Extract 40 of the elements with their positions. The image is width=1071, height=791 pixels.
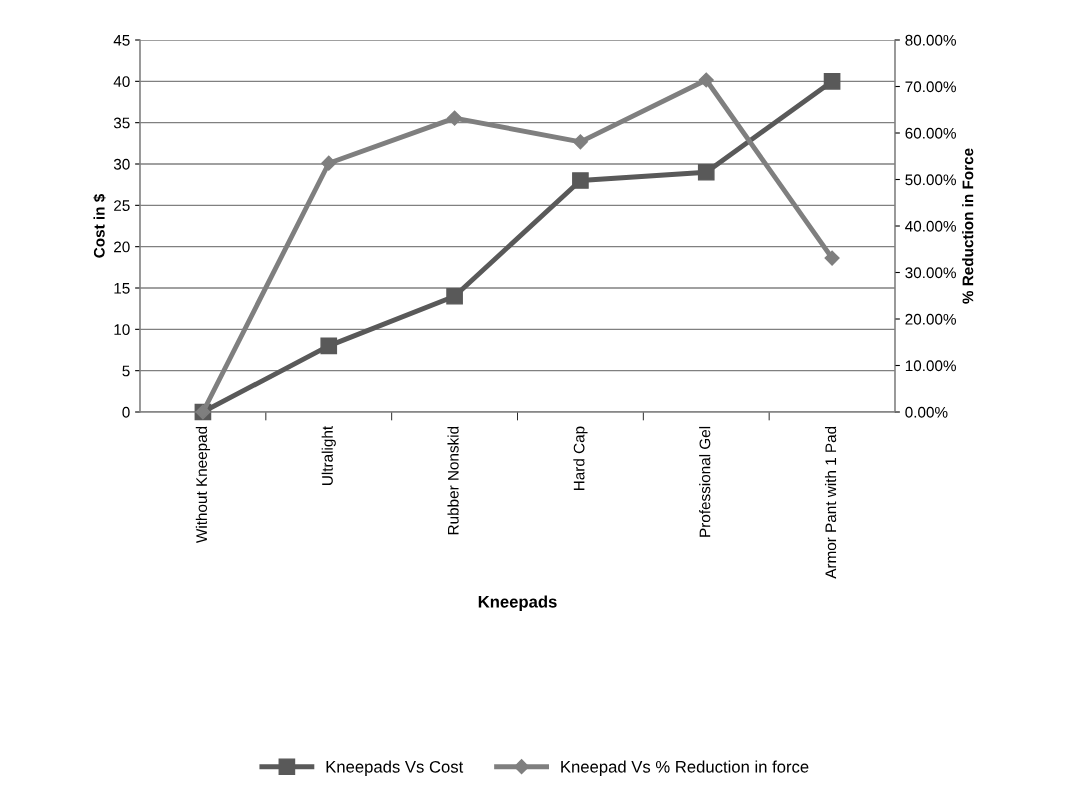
x-tick-label: Professional Gel xyxy=(699,426,711,537)
point xyxy=(697,163,715,181)
y2-tick-label: 50.00% xyxy=(905,174,956,186)
y2-tick-label: 80.00% xyxy=(905,34,956,46)
x-axis-title: Kneepads xyxy=(478,595,557,611)
y-tick-label: 15 xyxy=(114,283,130,294)
y2-axis-title: % Reduction in Force xyxy=(962,148,974,304)
y2-tick-label: 70.00% xyxy=(905,81,956,93)
y-tick-label: 30 xyxy=(113,158,130,170)
y2-tick-label: 20.00% xyxy=(905,313,956,325)
point xyxy=(446,287,463,305)
y-tick-label: 5 xyxy=(122,365,130,377)
x-tick-label: Rubber Nonskid xyxy=(447,426,459,535)
point xyxy=(572,134,588,150)
y-tick-label: 20 xyxy=(114,241,130,253)
y-tick-label: 45 xyxy=(113,35,130,46)
y-tick-label: 0 xyxy=(122,406,130,418)
y-tick-label: 25 xyxy=(114,200,130,212)
point xyxy=(823,72,841,90)
y2-tick-label: 60.00% xyxy=(905,127,956,139)
legend-label: Kneepad Vs % Reduction in force xyxy=(561,760,809,776)
point xyxy=(321,155,337,171)
legend-label: Kneepads Vs Cost xyxy=(326,760,464,776)
x-tick-label: Ultralight xyxy=(321,426,336,485)
point xyxy=(447,110,463,126)
point xyxy=(572,172,589,189)
y-axis-title: Cost in $ xyxy=(93,193,106,258)
y-tick-label: 10 xyxy=(114,324,130,336)
y-tick-label: 40 xyxy=(113,76,130,88)
y2-tick-label: 30.00% xyxy=(905,267,956,279)
x-tick-label: Armor Pant with 1 Pad xyxy=(824,426,837,579)
x-tick-label: Hard Cap xyxy=(573,426,588,491)
y2-tick-label: 10.00% xyxy=(905,360,956,372)
x-tick-label: Without Kneepad xyxy=(195,426,211,544)
y-tick-label: 35 xyxy=(113,117,130,129)
y2-tick-label: 0.00% xyxy=(905,406,948,418)
point xyxy=(320,337,338,355)
y2-tick-label: 40.00% xyxy=(905,220,956,232)
point xyxy=(824,250,840,266)
point xyxy=(698,72,714,88)
